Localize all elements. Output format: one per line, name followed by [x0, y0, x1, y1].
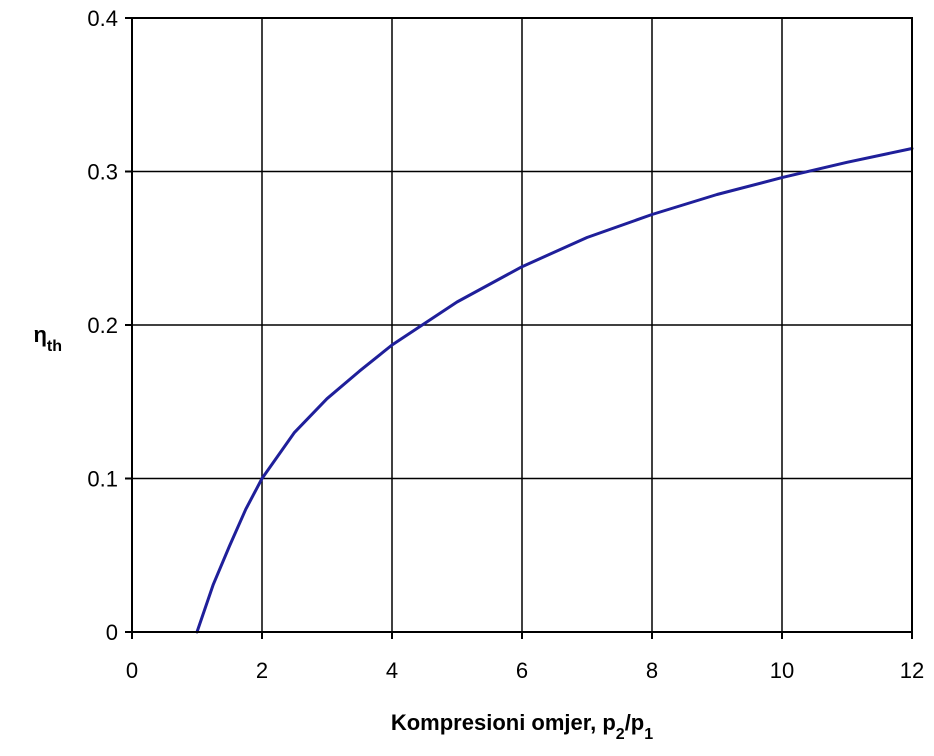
- x-tick-label: 0: [126, 658, 138, 683]
- series-line: [195, 147, 914, 634]
- series-group: [195, 147, 914, 634]
- y-tick-label: 0.2: [87, 313, 118, 338]
- x-tick-label: 2: [256, 658, 268, 683]
- x-tick-labels: 0 2 4 6 8 10 12: [126, 658, 924, 683]
- x-tick-label: 10: [770, 658, 794, 683]
- tick-marks: [125, 17, 913, 639]
- y-tick-labels: 0 0.1 0.2 0.3 0.4: [87, 6, 118, 645]
- y-tick-label: 0: [106, 620, 118, 645]
- x-tick-label: 6: [516, 658, 528, 683]
- x-tick-label: 12: [900, 658, 924, 683]
- y-tick-label: 0.3: [87, 160, 118, 185]
- x-axis-title: Kompresioni omjer, p2/p1: [391, 710, 653, 743]
- y-tick-label: 0.1: [87, 467, 118, 492]
- y-tick-label: 0.4: [87, 6, 118, 31]
- y-axis-title: ηth: [33, 322, 62, 355]
- x-tick-label: 4: [386, 658, 398, 683]
- x-tick-label: 8: [646, 658, 658, 683]
